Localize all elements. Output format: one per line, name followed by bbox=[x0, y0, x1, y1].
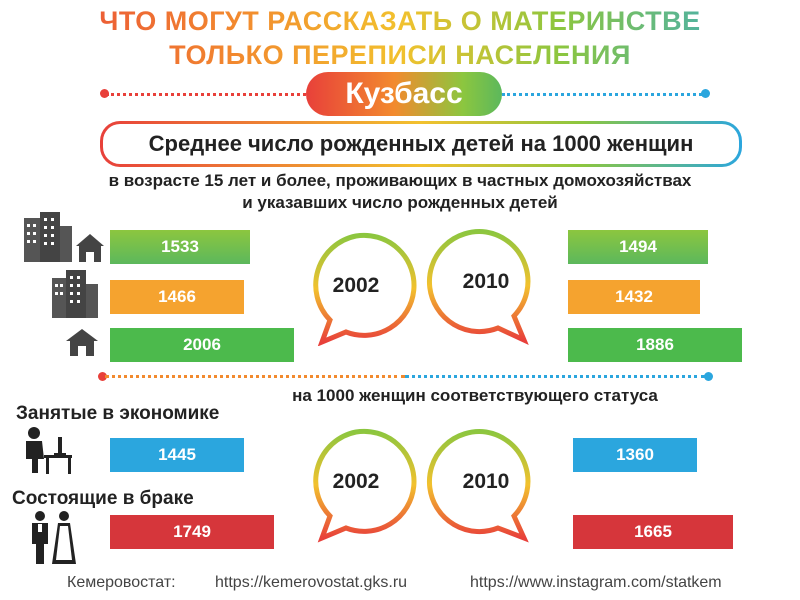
married-couple-icon bbox=[32, 511, 76, 564]
section-title: Среднее число рожденных детей на 1000 же… bbox=[100, 121, 742, 167]
region-badge: Кузбасс bbox=[306, 72, 502, 116]
city-and-house-icon bbox=[24, 212, 104, 262]
employed-label: Занятые в экономике bbox=[16, 403, 220, 424]
bar-married-2002: 1749 bbox=[110, 515, 274, 549]
bar-2010-row2: 1432 bbox=[568, 280, 700, 314]
bubble-2010 bbox=[427, 229, 531, 345]
dotted-divider2-right bbox=[405, 375, 705, 378]
year-2002-label: 2002 bbox=[333, 274, 380, 297]
footer-site-link[interactable]: https://kemerovostat.gks.ru bbox=[215, 574, 408, 591]
married-label: Состоящие в браке bbox=[12, 488, 194, 509]
year-bubbles-section2: 2002 2010 bbox=[313, 428, 531, 543]
dotted-divider2-left bbox=[105, 375, 405, 378]
divider-dot-left bbox=[100, 89, 109, 98]
bar-2002-row2: 1466 bbox=[110, 280, 244, 314]
bubble-2002-section2 bbox=[313, 428, 417, 543]
bar-married-2010: 1665 bbox=[573, 515, 733, 549]
dotted-divider-right bbox=[502, 93, 702, 96]
divider2-dot-right bbox=[704, 372, 713, 381]
office-worker-icon bbox=[26, 427, 72, 474]
divider-dot-right bbox=[701, 89, 710, 98]
section2-note: на 1000 женщин соответствующего статуса bbox=[292, 386, 658, 405]
year-2010-label-section2: 2010 bbox=[463, 470, 510, 493]
bar-2010-row1: 1494 bbox=[568, 230, 708, 264]
bar-employed-2010: 1360 bbox=[573, 438, 697, 472]
title-line-1: ЧТО МОГУТ РАССКАЗАТЬ О МАТЕРИНСТВЕ bbox=[0, 6, 800, 37]
bar-2010-row3: 1886 bbox=[568, 328, 742, 362]
year-2010-label: 2010 bbox=[463, 270, 510, 293]
year-bubbles-section1: 2002 2010 bbox=[313, 229, 531, 346]
divider2-dot-left bbox=[98, 372, 107, 381]
section-note-line-1: в возрасте 15 лет и более, проживающих в… bbox=[108, 171, 692, 190]
title-line-2: ТОЛЬКО ПЕРЕПИСИ НАСЕЛЕНИЯ bbox=[0, 40, 800, 71]
section-note-line-2: и указавших число рожденных детей bbox=[242, 193, 558, 212]
bar-2002-row1: 1533 bbox=[110, 230, 250, 264]
city-icon bbox=[52, 270, 98, 318]
footer-org: Кемеровостат: bbox=[67, 574, 176, 591]
year-2002-label-section2: 2002 bbox=[333, 470, 380, 493]
bubble-2010-section2 bbox=[427, 429, 531, 543]
dotted-divider-left bbox=[106, 93, 306, 96]
bar-employed-2002: 1445 bbox=[110, 438, 244, 472]
house-icon bbox=[66, 329, 98, 356]
bubble-2002 bbox=[313, 232, 417, 346]
footer-instagram-link[interactable]: https://www.instagram.com/statkem bbox=[470, 574, 722, 591]
bar-2002-row3: 2006 bbox=[110, 328, 294, 362]
